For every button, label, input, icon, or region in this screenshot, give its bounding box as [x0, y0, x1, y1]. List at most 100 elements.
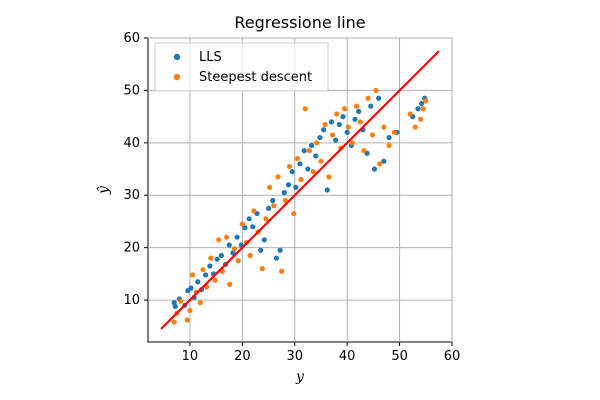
steepest-descent-point-16 — [231, 246, 238, 252]
steepest-descent-point-23 — [259, 266, 265, 272]
lls-point-30 — [285, 182, 292, 188]
lls-point-53 — [376, 95, 382, 101]
steepest-descent-point-48 — [357, 119, 363, 125]
steepest-descent-point-44 — [341, 106, 348, 112]
steepest-descent-point-20 — [247, 252, 253, 259]
lls-point-26 — [270, 197, 276, 204]
lls-point-27 — [273, 255, 280, 261]
lls-point-51 — [368, 103, 374, 109]
lls-point-15 — [226, 242, 232, 248]
lls-point-13 — [218, 252, 224, 259]
y-ticks: 10 20 30 40 50 60 — [123, 31, 148, 308]
steepest-descent-point-8 — [200, 267, 206, 273]
steepest-descent-point-54 — [381, 124, 387, 130]
lls-point-9 — [203, 272, 209, 278]
steepest-descent-point-56 — [391, 129, 397, 135]
steepest-descent-point-38 — [318, 158, 324, 164]
steepest-descent-point-18 — [239, 221, 245, 227]
legend-marker-lls — [173, 53, 181, 61]
lls-point-28 — [277, 247, 283, 253]
steepest-descent-point-17 — [235, 258, 241, 264]
steepest-descent-point-28 — [279, 268, 285, 274]
lls-point-1 — [172, 303, 178, 309]
lls-point-48 — [356, 108, 362, 114]
lls-point-44 — [340, 114, 346, 120]
steepest-descent-point-39 — [322, 121, 328, 128]
lls-point-40 — [324, 187, 330, 193]
lls-point-38 — [317, 134, 323, 141]
x-tick-label-3: 40 — [339, 349, 356, 364]
steepest-descent-point-57 — [407, 111, 413, 117]
steepest-descent-point-40 — [326, 174, 332, 180]
lls-point-42 — [333, 137, 339, 143]
steepest-descent-point-12 — [216, 237, 222, 243]
y-tick-label-1: 20 — [123, 241, 140, 256]
steepest-descent-point-51 — [369, 132, 375, 138]
steepest-descent-point-46 — [349, 140, 356, 146]
lls-point-45 — [344, 129, 350, 135]
legend-label-steepest-descent: Steepest descent — [199, 70, 312, 85]
steepest-descent-point-11 — [212, 277, 218, 283]
legend-marker-steepest-descent — [173, 73, 181, 81]
steepest-descent-point-31 — [291, 210, 297, 217]
steepest-descent-point-24 — [263, 216, 269, 222]
steepest-descent-point-14 — [224, 234, 230, 240]
lls-point-23 — [258, 247, 264, 253]
lls-point-59 — [419, 100, 425, 107]
regression-line — [160, 50, 440, 330]
steepest-descent-point-42 — [334, 111, 340, 117]
steepest-descent-point-61 — [423, 98, 429, 104]
steepest-descent-point-29 — [282, 197, 288, 204]
lls-point-35 — [305, 166, 311, 172]
steepest-descent-point-58 — [412, 124, 418, 130]
chart-title: Regressione line — [234, 13, 365, 32]
lls-point-41 — [328, 119, 335, 125]
lls-point-34 — [301, 148, 307, 154]
y-tick-label-3: 40 — [123, 136, 140, 151]
steepest-descent-point-21 — [251, 208, 257, 214]
steepest-descent-point-26 — [271, 203, 277, 209]
steepest-descent-point-47 — [354, 103, 360, 109]
steepest-descent-point-3 — [184, 317, 190, 323]
steepest-descent-point-60 — [420, 106, 426, 112]
lls-point-21 — [250, 224, 256, 230]
lls-point-39 — [320, 127, 327, 133]
lls-point-54 — [381, 158, 387, 164]
lls-point-32 — [293, 184, 299, 190]
lls-point-37 — [313, 153, 319, 159]
steepest-descent-point-35 — [306, 148, 313, 154]
x-tick-label-5: 60 — [444, 349, 461, 364]
steepest-descent-point-30 — [286, 163, 293, 170]
steepest-descent-point-2 — [177, 298, 184, 304]
steepest-descent-point-55 — [386, 142, 392, 149]
legend-label-lls: LLS — [199, 50, 222, 65]
steepest-descent-point-50 — [365, 95, 371, 101]
steepest-descent-point-5 — [189, 272, 196, 278]
steepest-descent-point-4 — [187, 307, 193, 314]
y-tick-label-2: 30 — [123, 188, 140, 203]
steepest-descent-point-41 — [329, 132, 336, 138]
lls-point-29 — [281, 190, 287, 196]
steepest-descent-point-27 — [275, 174, 281, 180]
steepest-descent-point-10 — [208, 255, 214, 261]
lls-point-43 — [336, 121, 342, 128]
steepest-descent-point-7 — [197, 300, 204, 306]
steepest-descent-point-53 — [377, 161, 383, 167]
lls-point-12 — [214, 256, 220, 262]
steepest-descent-point-37 — [314, 140, 320, 146]
lls-point-52 — [371, 166, 378, 172]
lls-point-10 — [207, 263, 213, 269]
lls-point-16 — [230, 250, 236, 256]
lls-point-5 — [188, 285, 194, 291]
legend: LLS Steepest descent — [154, 42, 329, 92]
lls-point-47 — [352, 116, 358, 122]
fit-line-layer — [160, 50, 440, 330]
steepest-descent-point-34 — [302, 106, 308, 112]
steepest-descent-point-49 — [361, 148, 367, 154]
lls-point-25 — [265, 205, 272, 211]
points-layer — [171, 87, 429, 325]
lls-point-24 — [261, 237, 267, 243]
y-axis-label: ŷ — [95, 185, 112, 195]
x-tick-label-4: 50 — [391, 349, 408, 364]
